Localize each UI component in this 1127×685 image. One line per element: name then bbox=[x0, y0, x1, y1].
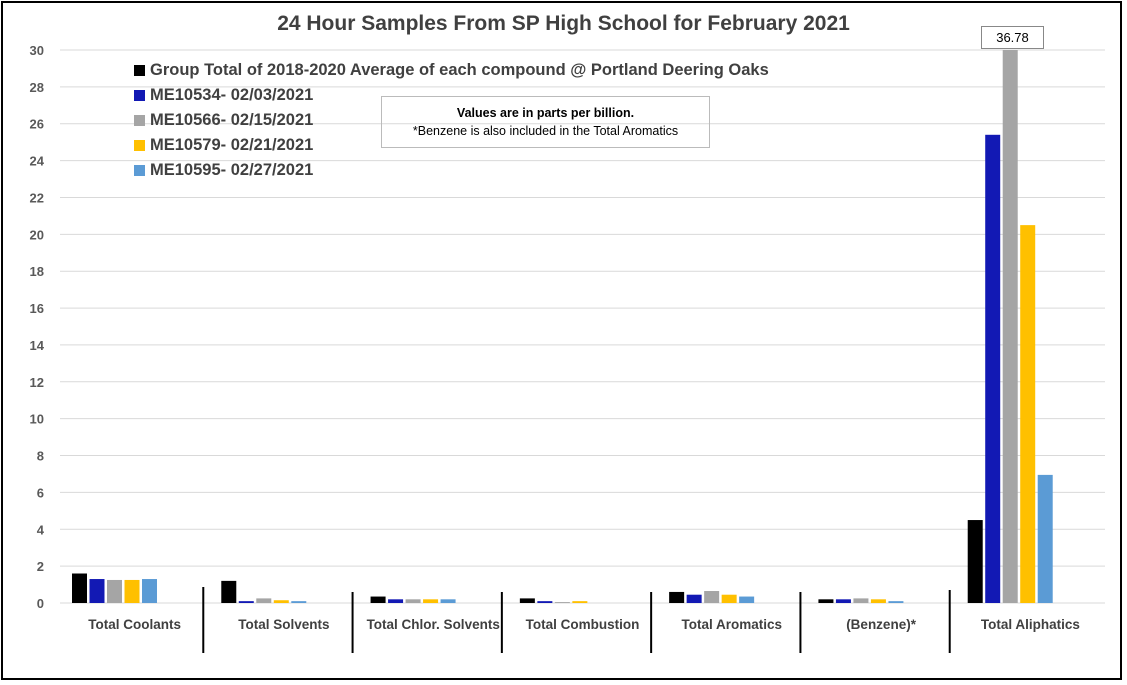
y-tick-label: 12 bbox=[30, 375, 44, 390]
bar bbox=[818, 599, 834, 603]
bar bbox=[423, 599, 439, 603]
bar bbox=[256, 598, 272, 603]
note-box: Values are in parts per billion. *Benzen… bbox=[381, 96, 710, 148]
legend-swatch bbox=[134, 140, 145, 151]
x-tick-label: Total Solvents bbox=[238, 617, 329, 632]
bar bbox=[1020, 225, 1036, 603]
bar bbox=[1037, 474, 1053, 603]
y-tick-label: 22 bbox=[30, 190, 44, 205]
bar bbox=[669, 591, 685, 603]
bar bbox=[221, 580, 237, 603]
bar bbox=[537, 601, 553, 603]
bar bbox=[704, 591, 720, 603]
x-tick-label: Total Aliphatics bbox=[981, 617, 1080, 632]
legend-item: ME10534- 02/03/2021 bbox=[134, 83, 769, 108]
bar bbox=[142, 579, 157, 603]
chart-title: 24 Hour Samples From SP High School for … bbox=[277, 12, 850, 35]
x-tick-label: (Benzene)* bbox=[846, 617, 917, 632]
bar bbox=[370, 596, 386, 603]
y-tick-label: 2 bbox=[37, 559, 44, 574]
y-tick-label: 28 bbox=[30, 80, 44, 95]
bar bbox=[967, 520, 983, 603]
y-tick-label: 0 bbox=[37, 596, 44, 611]
bar bbox=[721, 594, 737, 603]
legend-item: ME10566- 02/15/2021 bbox=[134, 108, 769, 133]
y-tick-label: 24 bbox=[30, 154, 45, 169]
y-tick-label: 14 bbox=[30, 338, 45, 353]
bar bbox=[985, 134, 1001, 603]
legend-item: Group Total of 2018-2020 Average of each… bbox=[134, 58, 769, 83]
bar bbox=[572, 601, 588, 603]
legend-item: ME10595- 02/27/2021 bbox=[134, 158, 769, 183]
y-tick-label: 8 bbox=[37, 449, 44, 464]
note-bold: Values are in parts per billion. bbox=[456, 106, 635, 120]
note-text: *Benzene is also included in the Total A… bbox=[412, 124, 679, 138]
y-tick-label: 10 bbox=[30, 412, 44, 427]
y-tick-label: 6 bbox=[37, 485, 44, 500]
bar bbox=[686, 594, 702, 603]
legend-item: ME10579- 02/21/2021 bbox=[134, 133, 769, 158]
y-tick-label: 20 bbox=[30, 227, 44, 242]
x-tick-label: Total Coolants bbox=[88, 617, 181, 632]
bar bbox=[519, 598, 535, 603]
y-tick-label: 18 bbox=[30, 264, 44, 279]
bar bbox=[853, 598, 869, 603]
bar bbox=[405, 599, 421, 603]
y-tick-label: 26 bbox=[30, 117, 44, 132]
value-callout: 36.78 bbox=[981, 26, 1044, 49]
y-tick-label: 16 bbox=[30, 301, 44, 316]
legend-label: ME10566- 02/15/2021 bbox=[150, 111, 314, 129]
bar bbox=[238, 601, 254, 603]
bar bbox=[440, 599, 456, 603]
legend-swatch bbox=[134, 165, 145, 176]
bar bbox=[388, 599, 404, 603]
legend-label: ME10579- 02/21/2021 bbox=[150, 136, 314, 154]
legend: Group Total of 2018-2020 Average of each… bbox=[134, 58, 769, 183]
bar bbox=[273, 600, 289, 603]
bar bbox=[291, 601, 307, 603]
bar bbox=[554, 602, 570, 603]
bar bbox=[835, 599, 851, 603]
bar bbox=[739, 596, 755, 603]
legend-label: Group Total of 2018-2020 Average of each… bbox=[150, 61, 769, 79]
bar bbox=[1002, 50, 1018, 603]
legend-swatch bbox=[134, 115, 145, 126]
x-tick-label: Total Aromatics bbox=[682, 617, 783, 632]
legend-label: ME10595- 02/27/2021 bbox=[150, 161, 314, 179]
y-tick-label: 30 bbox=[30, 43, 44, 58]
bar bbox=[107, 579, 122, 603]
bar bbox=[72, 573, 87, 603]
bar bbox=[888, 601, 904, 603]
legend-swatch bbox=[134, 65, 145, 76]
bar bbox=[89, 579, 105, 603]
x-tick-label: Total Combustion bbox=[526, 617, 640, 632]
bar bbox=[124, 579, 140, 603]
legend-label: ME10534- 02/03/2021 bbox=[150, 86, 314, 104]
legend-swatch bbox=[134, 90, 145, 101]
bar bbox=[870, 599, 886, 603]
y-tick-label: 4 bbox=[37, 522, 45, 537]
x-tick-label: Total Chlor. Solvents bbox=[367, 617, 500, 632]
